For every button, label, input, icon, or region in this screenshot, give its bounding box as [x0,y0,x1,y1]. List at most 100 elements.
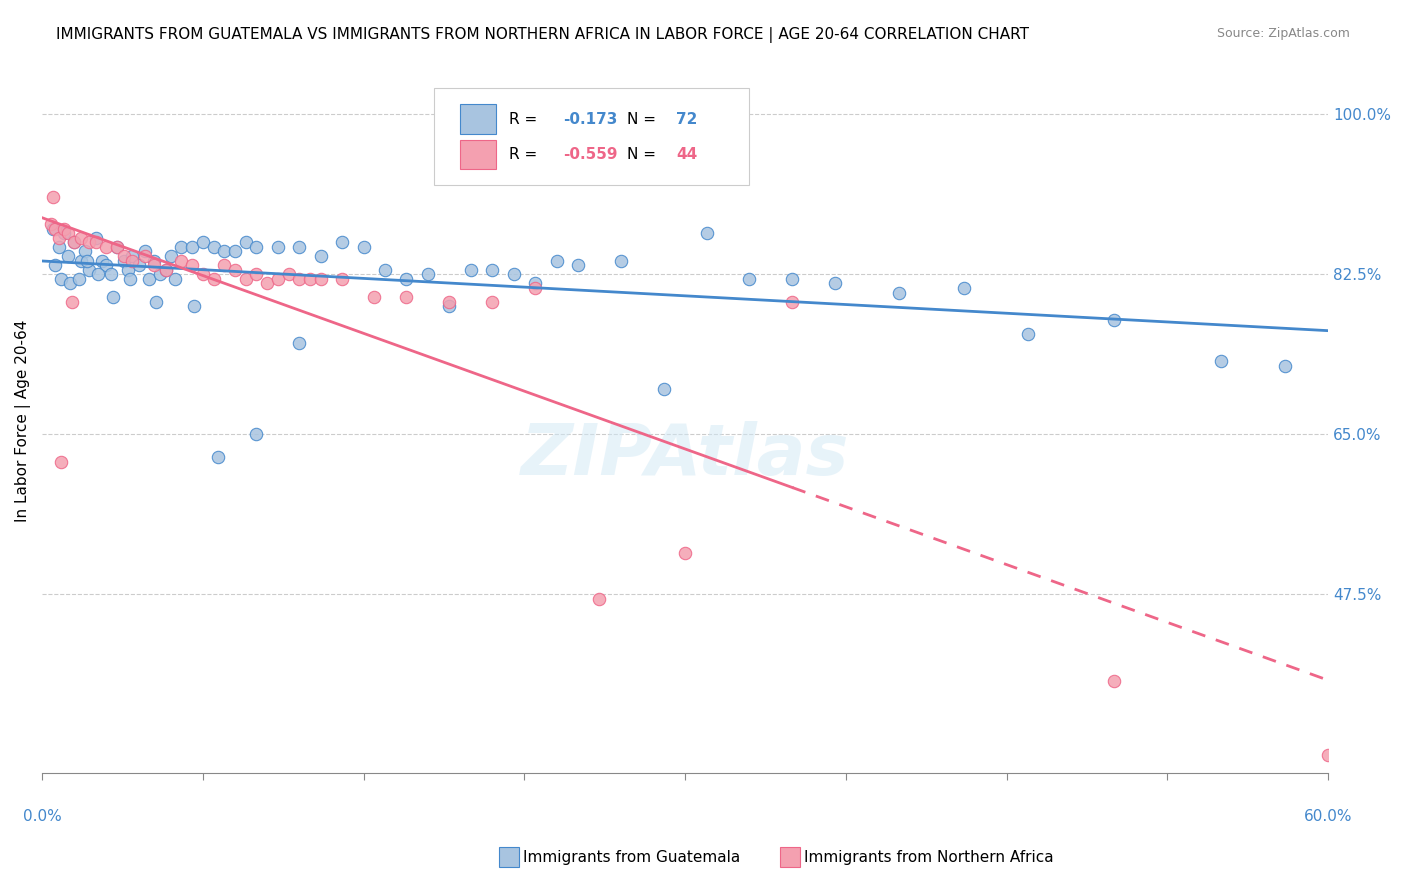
Point [73,244,96,259]
Text: ZIPAtlas: ZIPAtlas [520,421,849,491]
Point [224,262,246,277]
Point [112,249,135,263]
Point [256,277,278,291]
Point [546,253,568,268]
Point [112,253,135,268]
Point [267,272,290,286]
Point [1274,359,1296,373]
Bar [460,140,496,169]
Bar [460,104,496,134]
Point [87,268,110,282]
Point [673,546,696,560]
Text: 72: 72 [676,112,697,127]
Point [202,272,225,286]
Point [214,258,236,272]
Point [134,244,156,259]
Point [138,272,160,286]
Point [117,262,139,277]
Point [288,272,311,286]
Point [69,231,91,245]
Point [524,277,547,291]
Point [738,272,761,286]
Point [214,244,236,259]
Point [145,294,167,309]
Text: 44: 44 [676,147,697,162]
Point [782,272,804,286]
Point [134,249,156,263]
Point [439,294,461,309]
Y-axis label: In Labor Force | Age 20-64: In Labor Force | Age 20-64 [15,319,31,522]
Text: N =: N = [627,147,661,162]
Point [142,253,165,268]
Point [202,240,225,254]
Point [889,285,911,300]
Point [101,290,124,304]
Point [299,272,322,286]
Point [353,240,375,254]
Point [460,262,482,277]
Point [245,427,267,442]
Point [84,231,107,245]
Point [181,258,204,272]
Point [309,272,332,286]
Point [309,249,332,263]
Point [105,240,128,254]
Point [84,235,107,250]
Point [118,272,141,286]
Point [502,268,524,282]
Text: -0.559: -0.559 [562,147,617,162]
Point [56,226,79,240]
Point [170,253,193,268]
Text: Immigrants from Guatemala: Immigrants from Guatemala [523,850,741,864]
Point [105,240,128,254]
Point [374,262,396,277]
Point [149,268,172,282]
Point [395,272,418,286]
Point [77,262,100,277]
Point [155,262,177,277]
Point [96,258,118,272]
Point [277,268,299,282]
Point [1102,674,1125,689]
Point [524,281,547,295]
Point [96,240,118,254]
Text: 60.0%: 60.0% [1303,809,1353,824]
Point [52,221,75,235]
Point [63,235,86,250]
Point [181,240,204,254]
Point [77,235,100,250]
Point [610,253,633,268]
Point [100,268,122,282]
FancyBboxPatch shape [434,87,749,185]
Point [91,253,114,268]
Point [1102,313,1125,327]
Point [288,240,311,254]
Point [44,221,66,235]
Text: Immigrants from Northern Africa: Immigrants from Northern Africa [804,850,1054,864]
Point [696,226,718,240]
Point [142,258,165,272]
Text: Source: ZipAtlas.com: Source: ZipAtlas.com [1216,27,1350,40]
Point [191,235,214,250]
Point [824,277,846,291]
Point [159,249,181,263]
Point [76,253,98,268]
Point [155,262,177,277]
Point [121,253,143,268]
Point [481,262,503,277]
Point [952,281,974,295]
Point [48,240,70,254]
Point [267,240,290,254]
Point [235,272,257,286]
Point [235,235,257,250]
Point [395,290,418,304]
Point [245,240,267,254]
Text: R =: R = [509,147,543,162]
Point [52,226,75,240]
Point [481,294,503,309]
Text: IMMIGRANTS FROM GUATEMALA VS IMMIGRANTS FROM NORTHERN AFRICA IN LABOR FORCE | AG: IMMIGRANTS FROM GUATEMALA VS IMMIGRANTS … [56,27,1029,43]
Point [42,221,65,235]
Point [67,272,90,286]
Point [183,299,205,313]
Point [652,382,675,396]
